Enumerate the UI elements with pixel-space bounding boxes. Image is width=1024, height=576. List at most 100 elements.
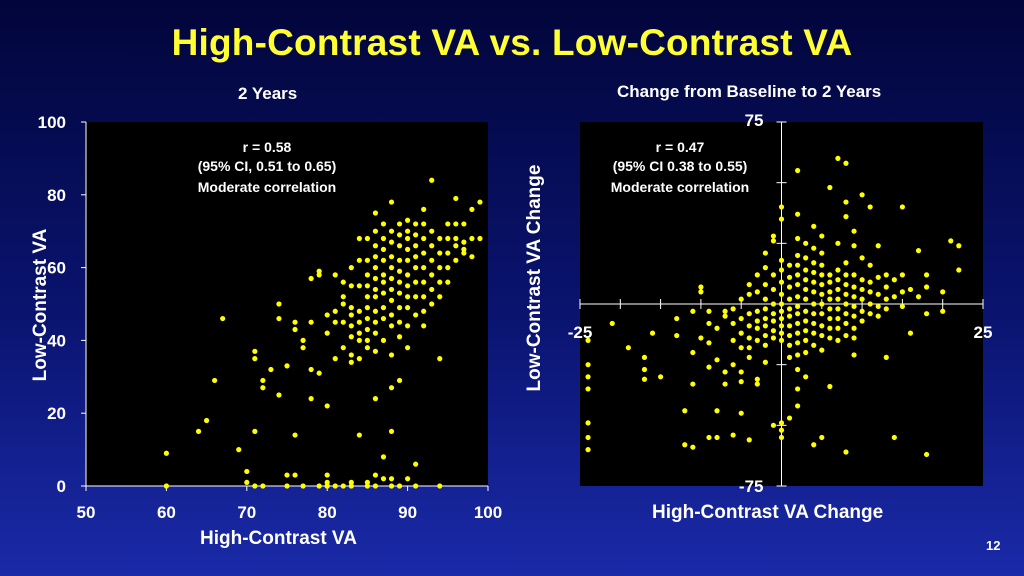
scatter-point	[730, 432, 736, 438]
scatter-point	[260, 385, 266, 391]
scatter-point	[859, 277, 865, 283]
scatter-point	[429, 301, 435, 307]
scatter-point	[835, 325, 841, 331]
scatter-point	[284, 363, 290, 369]
scatter-point	[364, 337, 370, 343]
scatter-point	[811, 289, 817, 295]
scatter-point	[340, 301, 346, 307]
scatter-point	[730, 337, 736, 343]
scatter-point	[827, 325, 833, 331]
scatter-point	[413, 483, 419, 489]
scatter-point	[923, 284, 930, 290]
scatter-point	[252, 348, 258, 354]
scatter-point	[372, 294, 379, 300]
scatter-point	[867, 311, 873, 317]
scatter-point	[308, 319, 314, 325]
scatter-point	[585, 434, 591, 441]
scatter-point	[762, 296, 768, 302]
scatter-point	[803, 267, 809, 273]
scatter-point	[803, 349, 809, 356]
scatter-point	[308, 396, 314, 402]
scatter-point	[795, 340, 801, 346]
scatter-point	[843, 272, 849, 278]
scatter-point	[786, 342, 793, 348]
scatter-point	[244, 468, 250, 475]
right-points	[585, 155, 962, 458]
scatter-point	[405, 323, 411, 329]
scatter-point	[706, 308, 712, 314]
scatter-point	[835, 337, 841, 343]
scatter-point	[859, 308, 865, 314]
scatter-point	[778, 279, 785, 285]
scatter-point	[778, 267, 785, 273]
scatter-point	[706, 364, 712, 370]
chart-title-2-years: 2 Years	[238, 84, 298, 103]
scatter-point	[252, 356, 258, 362]
left-y-tick-label: 0	[57, 477, 66, 496]
scatter-point	[356, 330, 362, 336]
scatter-point	[348, 479, 354, 485]
scatter-point	[899, 272, 906, 278]
scatter-point	[396, 279, 403, 285]
scatter-point	[340, 345, 346, 351]
scatter-point	[778, 420, 785, 426]
scatter-point	[163, 483, 169, 489]
left-x-tick-label: 90	[398, 503, 417, 522]
scatter-point	[956, 243, 962, 249]
scatter-point	[380, 476, 387, 482]
scatter-point	[585, 447, 591, 453]
scatter-point	[811, 301, 817, 307]
scatter-point	[778, 315, 785, 322]
scatter-point	[859, 318, 865, 324]
scatter-point	[859, 255, 865, 261]
scatter-point	[421, 235, 427, 242]
scatter-point	[827, 306, 833, 312]
scatter-point	[899, 204, 906, 210]
scatter-point	[477, 235, 483, 242]
scatter-point	[364, 326, 370, 333]
scatter-point	[348, 312, 354, 318]
scatter-point	[778, 204, 785, 210]
scatter-point	[827, 296, 833, 302]
scatter-point	[252, 428, 258, 434]
scatter-point	[292, 319, 298, 325]
scatter-point	[907, 330, 914, 336]
scatter-point	[762, 265, 768, 271]
scatter-point	[340, 483, 346, 489]
scatter-point	[429, 272, 435, 278]
scatter-point	[819, 281, 825, 288]
scatter-point	[658, 374, 664, 380]
scatter-point	[778, 427, 785, 433]
scatter-point	[453, 243, 459, 249]
scatter-point	[754, 337, 760, 343]
scatter-point	[405, 294, 411, 300]
scatter-point	[843, 214, 849, 220]
scatter-point	[364, 483, 370, 489]
scatter-point	[795, 167, 801, 174]
scatter-point	[811, 279, 817, 285]
scatter-point	[778, 291, 785, 297]
scatter-point	[698, 289, 704, 295]
scatter-point	[803, 328, 809, 334]
scatter-point	[356, 235, 362, 242]
right-y-tick-label-max: 75	[745, 111, 764, 130]
scatter-point	[778, 434, 785, 441]
scatter-point	[762, 281, 768, 288]
scatter-point	[405, 345, 411, 351]
page-number: 12	[986, 538, 1001, 553]
scatter-point	[803, 240, 809, 246]
scatter-point	[445, 265, 451, 271]
scatter-point	[891, 277, 897, 283]
scatter-point	[437, 265, 443, 271]
scatter-point	[429, 243, 435, 249]
scatter-point	[348, 283, 354, 289]
scatter-point	[388, 428, 395, 434]
scatter-point	[948, 238, 954, 244]
scatter-point	[843, 301, 849, 307]
scatter-point	[698, 335, 704, 341]
scatter-point	[372, 265, 379, 271]
scatter-point	[819, 347, 825, 353]
scatter-point	[883, 284, 889, 290]
scatter-point	[778, 330, 785, 336]
scatter-point	[388, 476, 395, 482]
